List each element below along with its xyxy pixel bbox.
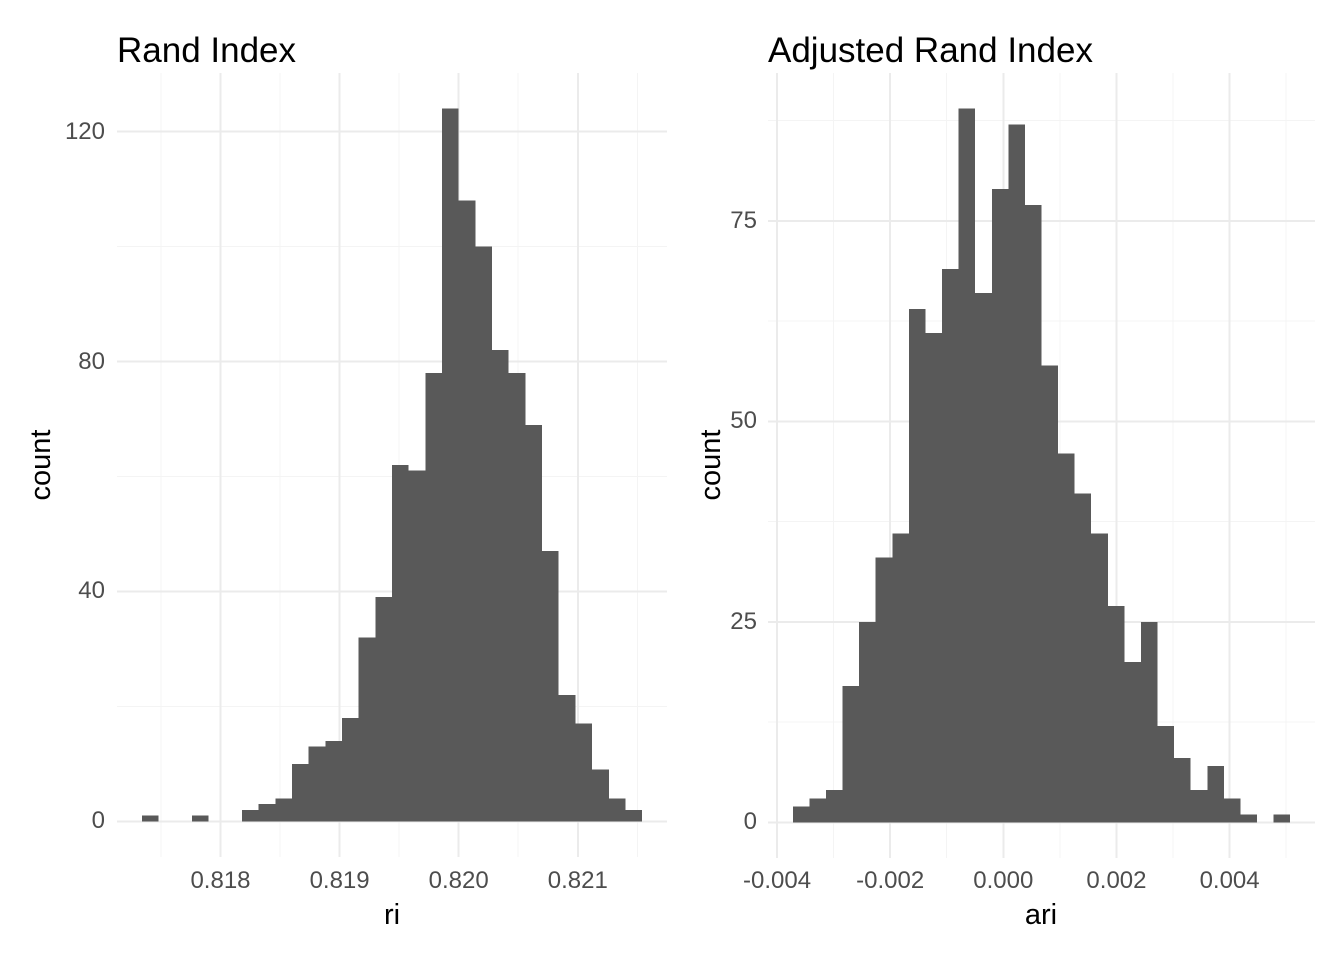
histogram-bar	[1091, 533, 1108, 823]
histogram-bar	[1058, 453, 1075, 823]
histogram-bar	[275, 798, 292, 822]
histogram-bar	[241, 809, 259, 822]
histogram-bar	[1223, 798, 1241, 823]
histogram-bar	[1024, 204, 1042, 823]
histogram-bar	[1240, 814, 1257, 823]
histogram-bar	[1190, 790, 1208, 823]
x-tick-label: -0.004	[742, 867, 812, 894]
x-tick-label: 0.819	[309, 867, 370, 894]
histogram-bar	[1074, 493, 1092, 823]
histogram-bar	[425, 373, 443, 822]
histogram-bar	[308, 746, 326, 822]
histogram-bar	[592, 769, 609, 822]
y-tick-label: 50	[730, 407, 757, 435]
histogram-bar	[575, 723, 593, 822]
histogram-bar	[258, 804, 276, 822]
x-axis-title-right: ari	[1024, 899, 1058, 931]
histogram-bar	[1008, 124, 1025, 823]
x-tick-label: 0.004	[1199, 867, 1260, 894]
histogram-bar	[826, 790, 843, 823]
histogram-bar	[1124, 661, 1141, 823]
histogram-bar	[442, 108, 459, 822]
histogram-bar	[492, 350, 509, 822]
y-axis-title-left: count	[25, 429, 57, 501]
y-tick-label: 120	[64, 117, 105, 145]
histogram-bar	[625, 809, 643, 822]
histogram-bar	[358, 637, 376, 822]
histogram-bar	[792, 806, 810, 823]
histogram-bar	[525, 424, 543, 822]
y-tick-label: 0	[743, 808, 757, 836]
histogram-bar	[1041, 365, 1059, 823]
histogram-bar	[408, 470, 426, 822]
histogram-bar	[1174, 758, 1191, 823]
histogram-bar	[392, 465, 409, 822]
histogram-bar	[608, 798, 626, 822]
histogram-bar	[291, 763, 309, 822]
histogram-bar	[958, 108, 976, 823]
panel-title-rand-index: Rand Index	[117, 31, 297, 70]
histogram-bar	[508, 373, 526, 822]
histogram-bar	[842, 686, 860, 823]
histogram-bar	[1207, 766, 1224, 823]
histogram-bar	[475, 246, 493, 822]
panel-title-adjusted-rand-index: Adjusted Rand Index	[768, 31, 1093, 70]
y-tick-label: 75	[730, 206, 757, 234]
histogram-bar	[859, 621, 876, 823]
histogram-bar	[141, 815, 159, 822]
y-axis-title-right: count	[695, 429, 727, 501]
histogram-bar	[375, 597, 392, 822]
histogram-bar	[542, 551, 559, 822]
histogram-bar	[975, 293, 992, 823]
y-tick-label: 25	[730, 607, 757, 635]
x-tick-label: 0.820	[428, 867, 489, 894]
histogram-bar	[1140, 621, 1158, 823]
x-tick-label: 0.002	[1086, 867, 1147, 894]
histogram-bar	[892, 533, 909, 823]
histogram-bar	[325, 740, 342, 822]
histogram-bar	[908, 309, 926, 823]
histogram-bar	[875, 557, 893, 823]
x-axis-title-left: ri	[383, 899, 401, 931]
x-tick-label: -0.002	[856, 867, 925, 894]
x-tick-label: 0.818	[190, 867, 251, 894]
x-tick-label: 0.821	[547, 867, 608, 894]
adjusted-rand-index-histogram	[768, 73, 1315, 858]
x-tick-label: 0.000	[973, 867, 1034, 894]
histogram-bar	[191, 815, 209, 822]
histogram-bar	[341, 717, 359, 822]
histogram-bar	[1157, 726, 1175, 823]
y-tick-label: 40	[78, 577, 105, 605]
histogram-bar	[1107, 605, 1125, 823]
histogram-bar	[991, 188, 1009, 823]
histogram-bar	[1273, 814, 1291, 823]
histogram-bar	[942, 269, 959, 823]
histogram-bar	[925, 333, 943, 823]
histogram-bar	[809, 798, 827, 823]
y-tick-label: 80	[78, 347, 105, 375]
histogram-bar	[458, 200, 476, 822]
histogram-bar	[558, 694, 576, 822]
y-tick-label: 0	[91, 807, 105, 835]
rand-index-histogram	[117, 73, 667, 857]
